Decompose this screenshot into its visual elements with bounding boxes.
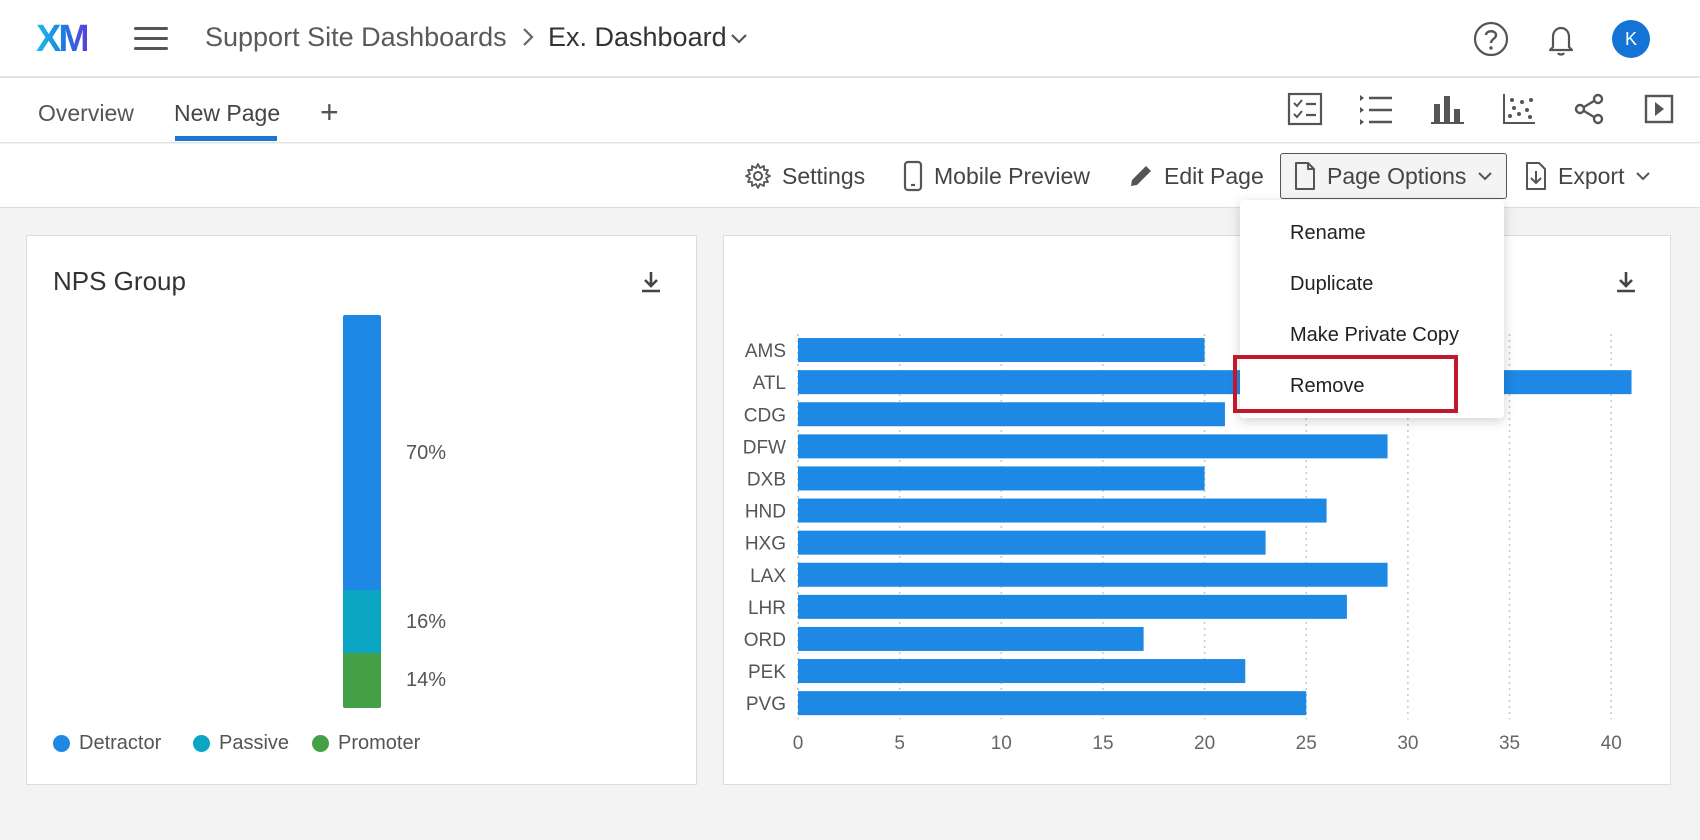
export-label: Export [1558, 162, 1625, 189]
x-tick-label: 0 [793, 733, 804, 754]
nps-stacked-bar [343, 315, 381, 708]
legend-label: Promoter [338, 732, 421, 754]
airport-bar-chart: 0 5 10 15 20 25 30 35 40 AMS ATL CDG DFW DXB HND HXG LAX… [743, 334, 1632, 754]
download-icon[interactable] [1613, 269, 1639, 295]
checklist-icon[interactable] [1286, 90, 1324, 128]
legend-passive[interactable]: Passive [193, 732, 289, 755]
tab-overview[interactable]: Overview [38, 100, 134, 126]
legend-label: Passive [219, 732, 290, 754]
x-tick-label: 40 [1601, 733, 1622, 754]
bar-ams[interactable] [798, 338, 1205, 363]
x-tick-label: 35 [1499, 733, 1520, 754]
share-icon[interactable] [1570, 90, 1608, 128]
y-tick-label: DXB [747, 469, 786, 490]
export-icon [1526, 162, 1546, 190]
x-tick-label: 15 [1092, 733, 1113, 754]
y-tick-label: PEK [748, 662, 786, 683]
download-icon[interactable] [638, 269, 664, 295]
bar-atl[interactable] [798, 370, 1632, 395]
bar-lhr[interactable] [798, 594, 1347, 619]
x-tick-label: 5 [894, 733, 905, 754]
detractor-percent-label: 70% [406, 441, 447, 464]
page-options-menu: Rename Duplicate Make Private Copy Remov… [1233, 200, 1504, 418]
menu-icon[interactable] [134, 26, 168, 52]
settings-button[interactable]: Settings [744, 158, 865, 194]
export-button[interactable]: Export [1524, 158, 1652, 194]
detractor-dot [53, 735, 70, 752]
bar-dfw[interactable] [798, 434, 1388, 459]
active-tab-indicator [175, 136, 277, 141]
bar-hxg[interactable] [798, 530, 1266, 555]
promoter-percent-label: 14% [406, 669, 447, 692]
gear-icon [745, 163, 771, 189]
edit-page-button[interactable]: Edit Page [1128, 158, 1264, 194]
y-tick-label: HXG [745, 534, 786, 555]
bar-cdg[interactable] [798, 402, 1225, 427]
menu-item-make-private-copy[interactable]: Make Private Copy [1290, 324, 1459, 346]
bar-lax[interactable] [798, 562, 1388, 587]
bar-chart-icon[interactable] [1428, 90, 1466, 128]
top-header: XM Support Site Dashboards Ex. Dashboard… [0, 0, 1700, 78]
mobile-preview-button[interactable]: Mobile Preview [902, 158, 1090, 194]
bar-pvg[interactable] [798, 691, 1307, 716]
page-options-label: Page Options [1327, 162, 1467, 189]
passive-percent-label: 16% [406, 610, 447, 633]
y-tick-label: ATL [753, 373, 786, 394]
y-tick-label: PVG [746, 694, 786, 715]
x-tick-label: 20 [1194, 733, 1215, 754]
mobile-preview-label: Mobile Preview [934, 162, 1090, 189]
bar-ord[interactable] [798, 626, 1144, 651]
page-action-bar: Settings Mobile Preview Edit Page Page O… [0, 144, 1700, 208]
nps-segment-detractor[interactable] [343, 315, 381, 591]
legend-promoter[interactable]: Promoter [312, 732, 420, 755]
nps-segment-passive[interactable] [343, 590, 381, 653]
mobile-phone-icon [903, 160, 923, 192]
chevron-right-icon [523, 28, 534, 46]
y-tick-label: AMS [745, 341, 786, 362]
legend-label: Detractor [79, 732, 162, 754]
page-options-button[interactable]: Page Options [1280, 153, 1508, 199]
x-tick-label: 10 [991, 733, 1012, 754]
menu-item-rename[interactable]: Rename [1290, 222, 1366, 244]
widget-title: NPS Group [53, 266, 186, 296]
chevron-down-icon[interactable] [728, 28, 750, 50]
y-tick-label: ORD [744, 630, 786, 651]
passive-dot [193, 735, 210, 752]
bar-pek[interactable] [798, 659, 1246, 684]
settings-label: Settings [782, 162, 866, 189]
tab-new-page[interactable]: New Page [174, 100, 281, 126]
bar-dxb[interactable] [798, 466, 1205, 491]
menu-item-remove[interactable]: Remove [1290, 375, 1365, 397]
edit-page-label: Edit Page [1164, 162, 1264, 189]
y-tick-label: DFW [743, 437, 786, 458]
avatar[interactable]: K [1612, 20, 1650, 58]
chevron-down-icon [1478, 172, 1493, 181]
help-icon[interactable] [1472, 20, 1510, 58]
y-tick-label: HND [745, 502, 786, 523]
menu-item-duplicate[interactable]: Duplicate [1290, 273, 1374, 295]
breadcrumb-current[interactable]: Ex. Dashboard [548, 22, 727, 52]
document-icon [1295, 162, 1315, 190]
promoter-dot [312, 735, 329, 752]
pencil-icon [1131, 166, 1151, 186]
legend-detractor[interactable]: Detractor [53, 732, 161, 755]
scatter-icon[interactable] [1500, 90, 1538, 128]
page-tabs: Overview New Page + [0, 78, 1700, 143]
present-icon[interactable] [1640, 90, 1678, 128]
y-tick-label: LHR [748, 598, 786, 619]
nps-segment-promoter[interactable] [343, 652, 381, 708]
breadcrumb-parent[interactable]: Support Site Dashboards [205, 22, 507, 52]
bar-hnd[interactable] [798, 498, 1327, 523]
add-page-button[interactable]: + [320, 94, 339, 130]
y-tick-label: LAX [750, 566, 786, 587]
bell-icon[interactable] [1542, 20, 1580, 58]
xm-logo[interactable]: XM [36, 18, 90, 60]
x-tick-label: 30 [1397, 733, 1418, 754]
list-icon[interactable] [1356, 90, 1394, 128]
x-tick-label: 25 [1296, 733, 1317, 754]
chevron-down-icon [1636, 172, 1651, 181]
y-tick-label: CDG [744, 405, 786, 426]
